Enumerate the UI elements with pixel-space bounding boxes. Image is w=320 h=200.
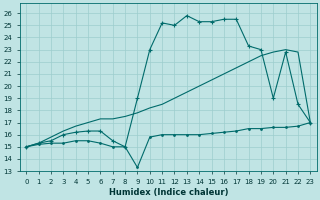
X-axis label: Humidex (Indice chaleur): Humidex (Indice chaleur) xyxy=(108,188,228,197)
